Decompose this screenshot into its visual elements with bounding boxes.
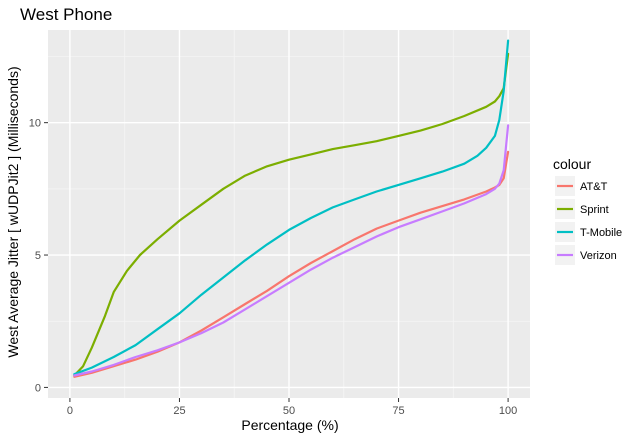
y-axis: 0 5 10 xyxy=(29,118,48,394)
legend-label-sprint: Sprint xyxy=(580,204,609,216)
x-tick-label: 25 xyxy=(173,405,185,417)
x-tick-label: 50 xyxy=(283,405,295,417)
series-lines xyxy=(73,39,510,378)
x-tick-label: 100 xyxy=(499,405,517,417)
y-tick-label: 5 xyxy=(35,250,41,262)
x-tick-label: 75 xyxy=(392,405,404,417)
series-line-t-mobile xyxy=(73,39,510,376)
legend-label-at-t: AT&T xyxy=(580,181,608,193)
y-tick-label: 10 xyxy=(29,118,41,130)
x-axis: 0 25 50 75 100 xyxy=(67,398,517,417)
legend-label-t-mobile: T-Mobile xyxy=(580,227,622,239)
series-line-at-t xyxy=(73,150,510,378)
x-tick-label: 0 xyxy=(67,405,73,417)
y-axis-title: West Average Jitter [ wUDPJit2 ] (Millis… xyxy=(5,66,21,357)
x-axis-title: Percentage (%) xyxy=(241,417,338,433)
major-grid xyxy=(48,30,530,398)
series-line-verizon xyxy=(73,124,510,377)
legend-title: colour xyxy=(553,156,591,172)
y-tick-label: 0 xyxy=(35,382,41,394)
series-line-sprint xyxy=(73,52,510,377)
legend: colour AT&T Sprint T-Mobile Verizon xyxy=(553,156,622,265)
legend-label-verizon: Verizon xyxy=(580,250,617,262)
chart-title: West Phone xyxy=(20,5,112,24)
